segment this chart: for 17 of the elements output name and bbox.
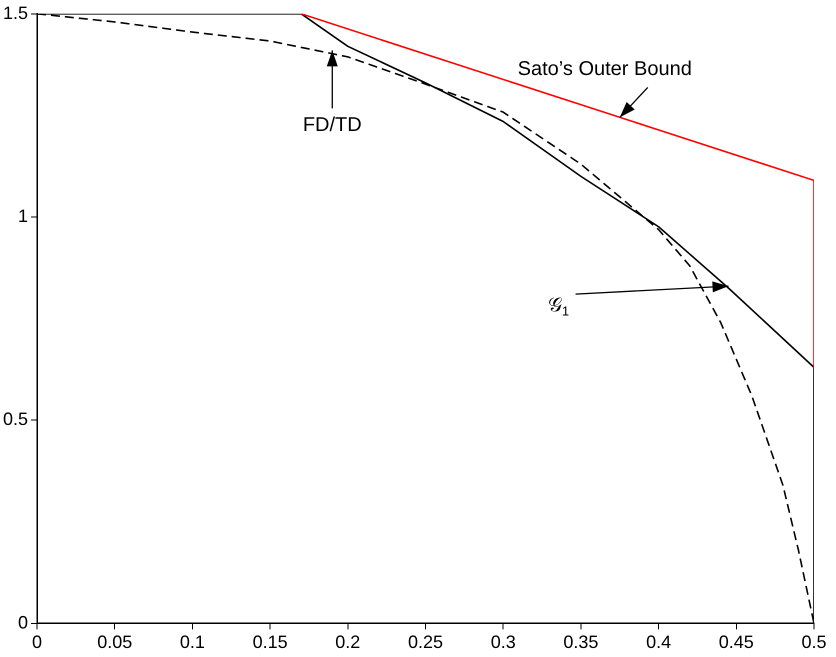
- x-tick-label: 0.1: [180, 632, 205, 652]
- x-tick-label: 0.3: [490, 632, 516, 652]
- y-tick-label: 0.5: [2, 409, 28, 430]
- annotation: Sato’s Outer Bound: [518, 58, 692, 80]
- x-tick-label: 0.25: [408, 632, 444, 652]
- x-tick-label: 0.5: [801, 632, 827, 652]
- y-tick-label: 0: [18, 612, 28, 632]
- y-tick-label: 1.5: [2, 2, 28, 23]
- x-tick-label: 0.45: [718, 632, 754, 652]
- x-tick-label: 0.4: [646, 632, 672, 652]
- x-tick-label: 0.05: [97, 632, 132, 652]
- x-tick-label: 0.2: [335, 632, 360, 652]
- x-tick-label: 0.35: [563, 632, 598, 652]
- x-tick-label: 0.15: [252, 632, 288, 652]
- annotation: FD/TD: [302, 114, 362, 136]
- y-tick-label: 1: [18, 206, 28, 226]
- x-tick-label: 0: [32, 632, 42, 652]
